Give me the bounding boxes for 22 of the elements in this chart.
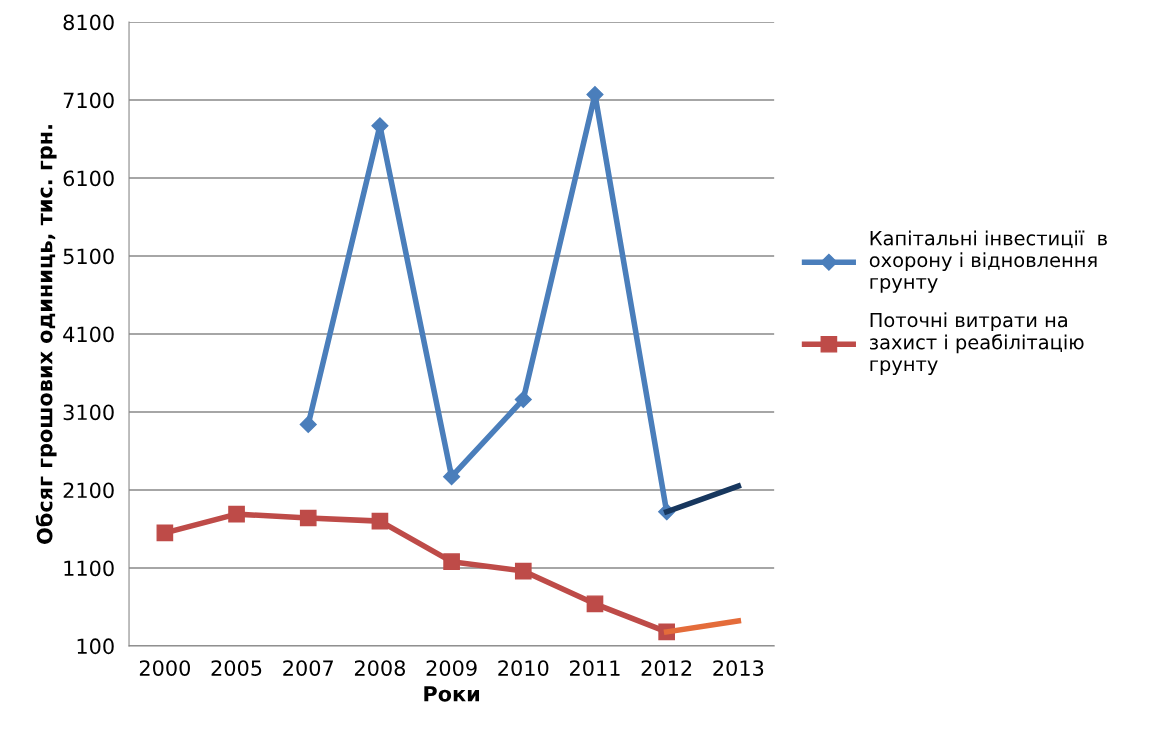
legend-label: Капітальні інвестиції в охорону і відновлення грунту [869, 230, 1107, 293]
y-tick-label: 100 [77, 638, 114, 655]
y-tick-label: 5100 [63, 248, 114, 265]
y-tick-label: 4100 [63, 326, 114, 343]
x-tick-label: 2007 [283, 660, 333, 676]
x-tick-label: 2011 [569, 660, 620, 676]
y-tick-label: 6100 [63, 170, 114, 187]
x-tick-label: 2005 [211, 660, 262, 676]
y-tick-label: 2100 [63, 482, 114, 499]
legend-label: Поточні витрати на захист і реабілітацію грунту [870, 312, 1084, 376]
y-axis-title: Обсяг грошових одиниць, тис. грн. [35, 125, 57, 544]
x-tick-label: 2009 [426, 660, 477, 676]
y-tick-label: 7100 [63, 92, 114, 109]
x-tick-label: 2010 [498, 660, 549, 676]
x-tick-label: 2000 [139, 660, 190, 676]
x-tick-label: 2012 [641, 660, 692, 676]
y-tick-label: 1100 [64, 560, 114, 577]
x-axis-title: Роки [424, 686, 480, 702]
x-tick-label: 2013 [713, 660, 764, 676]
y-tick-label: 8100 [63, 14, 114, 31]
x-tick-label: 2008 [354, 660, 406, 676]
y-tick-label: 3100 [63, 404, 114, 421]
